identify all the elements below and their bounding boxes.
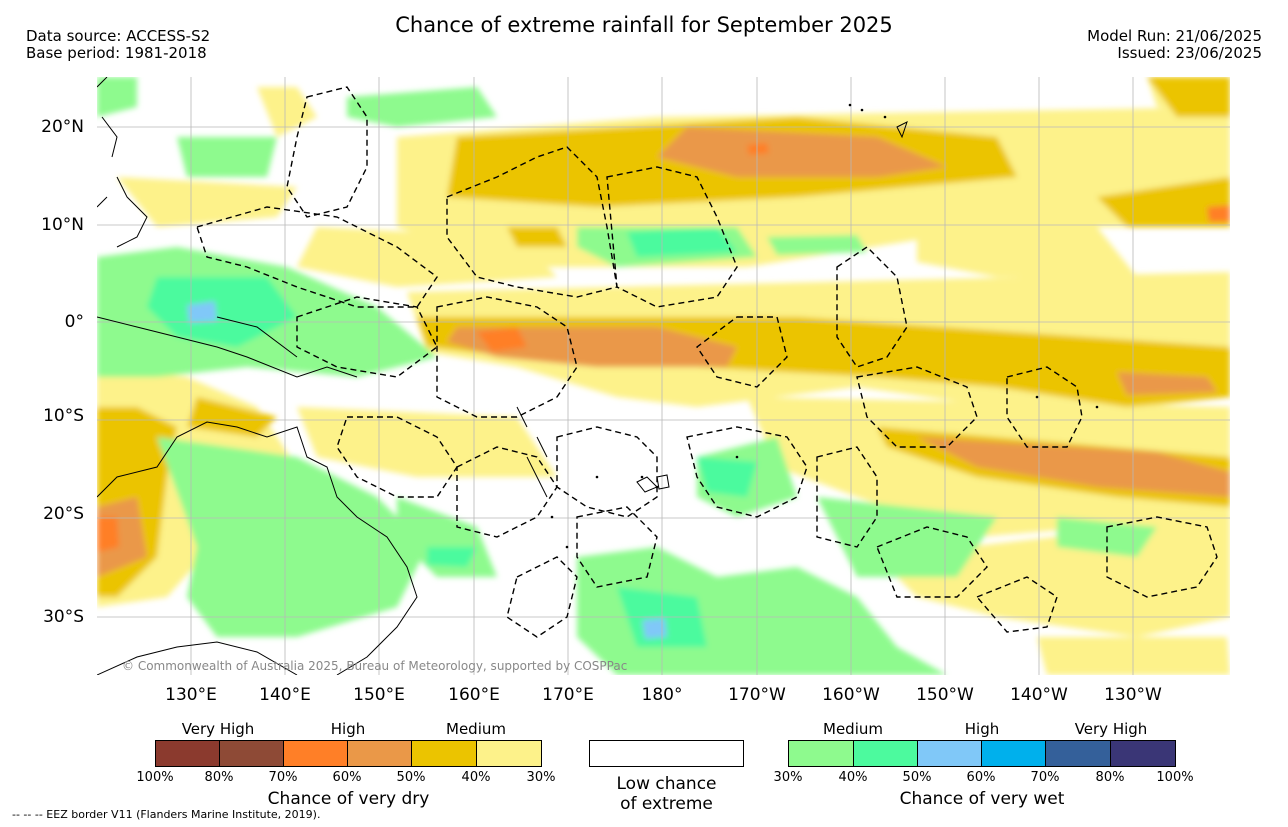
lon-label-140e: 140°E [259,685,311,705]
dry-category-very-high: Very High [181,720,255,738]
lon-label-130w: 130°W [1104,685,1162,705]
lon-label-150w: 150°W [916,685,974,705]
base-period-label: Base period: 1981-2018 [26,44,207,62]
dry-high-low-areas [97,127,1230,577]
coastlines [97,77,908,675]
dry-tick: 40% [461,770,491,785]
dry-category-high: High [330,720,366,738]
copyright-credit: © Commonwealth of Australia 2025, Bureau… [122,659,628,673]
eez-border-footnote: -- -- -- EEZ border V11 (Flanders Marine… [12,808,321,821]
dry-tick: 30% [526,770,556,785]
dry-tick: 60% [332,770,362,785]
wet-legend-title: Chance of very wet [899,789,1065,809]
lon-label-130e: 130°E [165,685,217,705]
wet-swatch-70-80 [1045,740,1111,767]
dry-tick: 50% [396,770,426,785]
wet-tick: 70% [1030,770,1060,785]
probability-fields [97,77,1230,675]
eez-borders [196,86,1218,638]
dry-swatch-80-70 [219,740,284,767]
dry-tick: 100% [136,770,174,785]
dry-swatch-70-60 [283,740,348,767]
dry-legend-title: Chance of very dry [267,789,430,809]
data-source-label: Data source: ACCESS-S2 [26,27,211,45]
dry-swatch-60-50 [347,740,412,767]
wet-swatch-40-50 [853,740,918,767]
dry-swatch-100-80 [155,740,220,767]
lat-label-20s: 20°S [43,504,84,524]
lon-label-160w: 160°W [822,685,880,705]
wet-tick: 60% [966,770,996,785]
wet-tick: 50% [902,770,932,785]
issued-date-label: Issued: 23/06/2025 [1117,44,1262,62]
lon-label-180: 180° [641,685,683,705]
dry-category-medium: Medium [446,720,506,738]
wet-category-very-high: Very High [1074,720,1148,738]
lon-label-150e: 150°E [353,685,405,705]
wet-swatch-60-70 [981,740,1046,767]
islands [550,103,1099,549]
graticule [97,77,1230,675]
lat-label-equator: 0° [64,312,84,332]
lat-label-20n: 20°N [41,117,84,137]
low-chance-label-line2: of extreme [620,794,713,814]
lon-label-170w: 170°W [728,685,786,705]
dry-tick: 70% [268,770,298,785]
lon-label-140w: 140°W [1010,685,1068,705]
lon-label-160e: 160°E [448,685,500,705]
wet-swatch-80-100 [1110,740,1176,767]
wet-tick: 80% [1095,770,1125,785]
lat-label-30s: 30°S [43,607,84,627]
wet-high-areas [187,301,667,639]
dry-tick: 80% [204,770,234,785]
dry-high-high-areas [97,143,1230,552]
dry-swatch-50-40 [411,740,477,767]
low-chance-swatch [589,740,744,767]
wet-swatch-30-40 [788,740,854,767]
wet-category-medium: Medium [823,720,883,738]
wet-tick: 40% [838,770,868,785]
wet-tick: 100% [1156,770,1194,785]
map-title: Chance of extreme rainfall for September… [395,13,893,37]
low-chance-label-line1: Low chance [616,774,717,794]
model-run-label: Model Run: 21/06/2025 [1087,27,1262,45]
wet-category-high: High [964,720,1000,738]
lat-label-10s: 10°S [43,406,84,426]
rainfall-map [97,77,1230,675]
dry-swatch-40-30 [476,740,542,767]
wet-swatch-50-60 [917,740,982,767]
lon-label-170e: 170°E [542,685,594,705]
lat-label-10n: 10°N [41,215,84,235]
wet-tick: 30% [773,770,803,785]
